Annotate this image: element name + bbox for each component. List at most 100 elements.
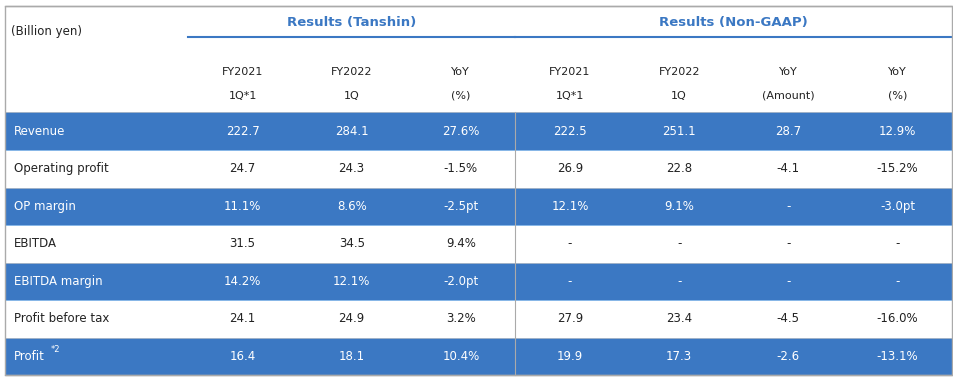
Bar: [624, 300, 733, 338]
Text: 1Q: 1Q: [343, 91, 359, 101]
Text: -4.5: -4.5: [776, 312, 799, 325]
Text: Profit: Profit: [14, 350, 45, 363]
Text: 10.4%: 10.4%: [442, 350, 479, 363]
Bar: [624, 150, 733, 187]
Bar: [842, 300, 951, 338]
Bar: [406, 263, 515, 300]
Text: OP margin: OP margin: [14, 200, 76, 213]
Bar: [5, 6, 951, 57]
Text: 251.1: 251.1: [661, 125, 696, 138]
Text: EBITDA: EBITDA: [14, 237, 57, 250]
Bar: [624, 338, 733, 375]
Text: FY2022: FY2022: [658, 67, 700, 77]
Bar: [842, 338, 951, 375]
Text: 17.3: 17.3: [665, 350, 692, 363]
Bar: [515, 300, 624, 338]
Bar: [515, 338, 624, 375]
Bar: [733, 150, 842, 187]
Bar: [296, 338, 406, 375]
Bar: [406, 225, 515, 263]
Bar: [188, 187, 296, 225]
Text: YoY: YoY: [451, 67, 470, 77]
Text: 22.8: 22.8: [665, 162, 692, 175]
Bar: [406, 150, 515, 187]
Text: FY2022: FY2022: [331, 67, 372, 77]
Text: -3.0pt: -3.0pt: [879, 200, 914, 213]
Text: 222.7: 222.7: [226, 125, 259, 138]
Text: (Amount): (Amount): [761, 91, 814, 101]
Text: 26.9: 26.9: [557, 162, 582, 175]
Bar: [5, 112, 188, 150]
Text: 1Q*1: 1Q*1: [228, 91, 256, 101]
Text: YoY: YoY: [887, 67, 906, 77]
Text: (%): (%): [451, 91, 470, 101]
Bar: [515, 263, 624, 300]
Bar: [624, 225, 733, 263]
Text: -: -: [677, 237, 680, 250]
Bar: [296, 300, 406, 338]
Bar: [842, 263, 951, 300]
Text: -4.1: -4.1: [776, 162, 799, 175]
Text: 284.1: 284.1: [335, 125, 368, 138]
Text: 12.1%: 12.1%: [551, 200, 588, 213]
Bar: [5, 338, 188, 375]
Bar: [188, 225, 296, 263]
Bar: [406, 112, 515, 150]
Bar: [406, 187, 515, 225]
Text: EBITDA margin: EBITDA margin: [14, 275, 103, 288]
Text: 34.5: 34.5: [338, 237, 364, 250]
Text: Results (Non-GAAP): Results (Non-GAAP): [659, 16, 807, 29]
Text: 14.2%: 14.2%: [224, 275, 261, 288]
Text: 1Q: 1Q: [671, 91, 686, 101]
Text: -: -: [894, 275, 899, 288]
Bar: [296, 225, 406, 263]
Bar: [296, 263, 406, 300]
Bar: [733, 338, 842, 375]
Text: -13.1%: -13.1%: [876, 350, 918, 363]
Text: 24.1: 24.1: [229, 312, 255, 325]
Text: Operating profit: Operating profit: [14, 162, 109, 175]
Text: FY2021: FY2021: [549, 67, 590, 77]
Text: 9.1%: 9.1%: [663, 200, 694, 213]
Bar: [624, 112, 733, 150]
Bar: [188, 263, 296, 300]
Text: 24.7: 24.7: [229, 162, 255, 175]
Text: 24.3: 24.3: [338, 162, 364, 175]
Text: -2.5pt: -2.5pt: [443, 200, 478, 213]
Text: Profit before tax: Profit before tax: [14, 312, 110, 325]
Bar: [842, 112, 951, 150]
Text: -: -: [785, 275, 790, 288]
Text: -: -: [567, 237, 572, 250]
Text: -: -: [567, 275, 572, 288]
Bar: [624, 263, 733, 300]
Bar: [296, 150, 406, 187]
Text: 27.9: 27.9: [557, 312, 582, 325]
Text: Results (Tanshin): Results (Tanshin): [287, 16, 416, 29]
Bar: [733, 112, 842, 150]
Text: 222.5: 222.5: [553, 125, 586, 138]
Text: -15.2%: -15.2%: [876, 162, 918, 175]
Bar: [733, 300, 842, 338]
Text: 24.9: 24.9: [338, 312, 364, 325]
Text: -2.6: -2.6: [776, 350, 799, 363]
Text: 19.9: 19.9: [557, 350, 582, 363]
Text: 3.2%: 3.2%: [445, 312, 476, 325]
Text: 16.4: 16.4: [229, 350, 255, 363]
Bar: [733, 263, 842, 300]
Bar: [296, 112, 406, 150]
Bar: [188, 338, 296, 375]
Bar: [733, 225, 842, 263]
Text: 18.1: 18.1: [338, 350, 364, 363]
Bar: [842, 187, 951, 225]
Text: *2: *2: [51, 345, 60, 354]
Bar: [5, 150, 188, 187]
Bar: [515, 150, 624, 187]
Bar: [406, 300, 515, 338]
Text: (%): (%): [887, 91, 906, 101]
Text: YoY: YoY: [779, 67, 797, 77]
Text: 1Q*1: 1Q*1: [556, 91, 583, 101]
Text: 27.6%: 27.6%: [441, 125, 479, 138]
Bar: [188, 112, 296, 150]
Text: FY2021: FY2021: [222, 67, 263, 77]
Bar: [515, 187, 624, 225]
